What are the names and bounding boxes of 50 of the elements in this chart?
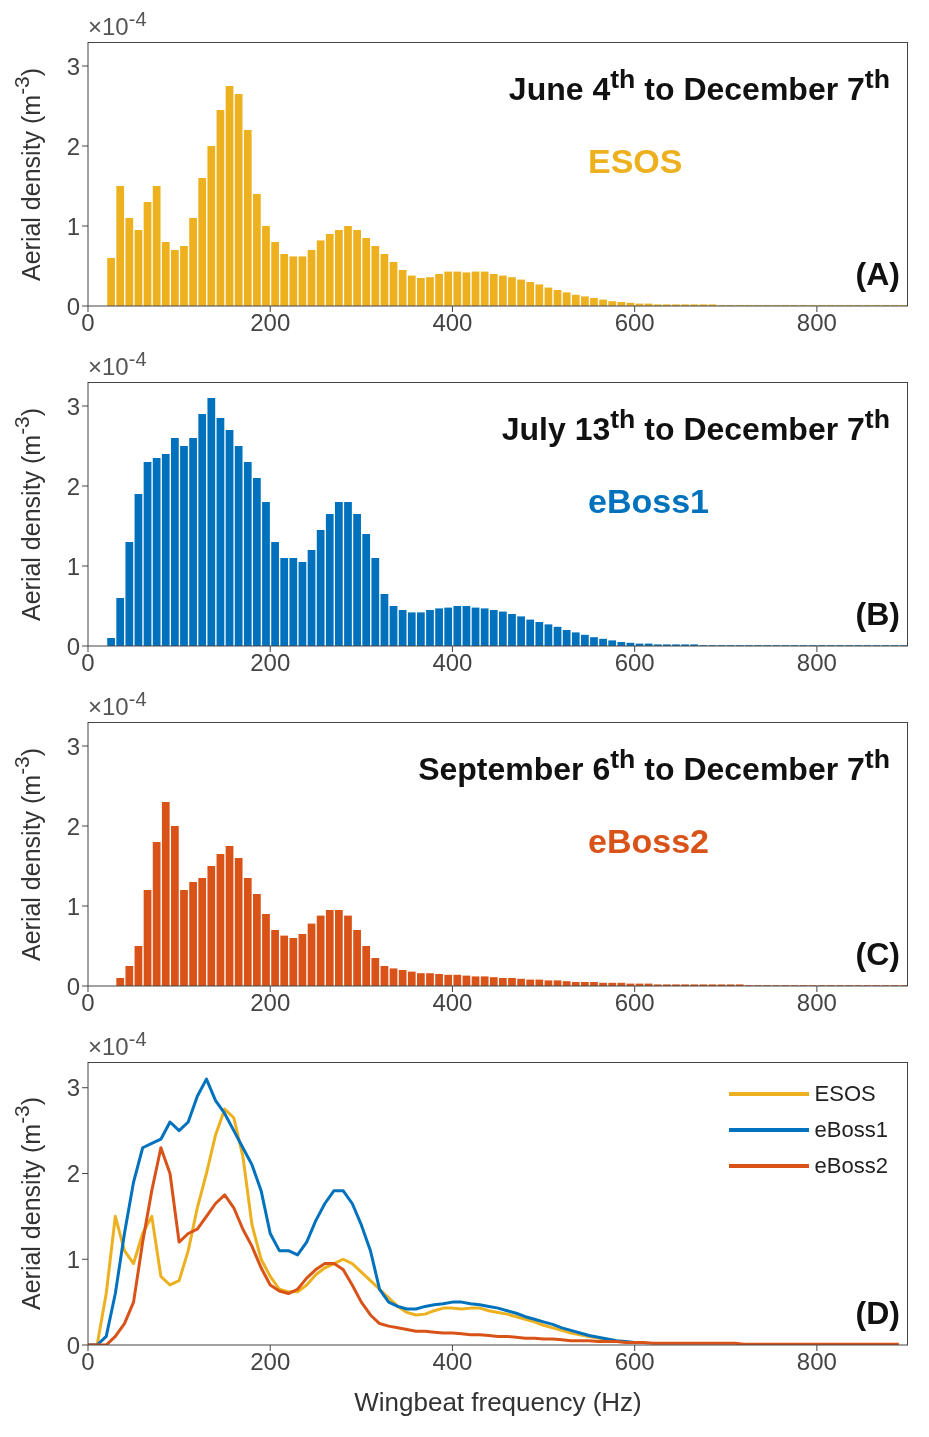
x-tick-label: 400 xyxy=(432,309,473,337)
x-tick-label: 800 xyxy=(796,989,837,1017)
text: eBoss1 xyxy=(588,482,709,521)
x-tick-label: 800 xyxy=(796,649,837,677)
x-tick-label: 400 xyxy=(432,989,473,1017)
x-tick-label: 400 xyxy=(432,1348,473,1376)
y-tick-label: 3 xyxy=(66,732,80,760)
y-tick-label: 1 xyxy=(66,892,80,920)
x-tick-label: 800 xyxy=(796,1348,837,1376)
y-tick-label: 3 xyxy=(66,52,80,80)
legend-label: eBoss1 xyxy=(814,1117,888,1143)
x-tick-label: 400 xyxy=(432,649,473,677)
text: ×10$^{-4}$ xyxy=(88,1028,147,1061)
x-tick-label: 200 xyxy=(250,989,291,1017)
y-tick-label: 3 xyxy=(66,1074,80,1102)
y-tick-label: 0 xyxy=(66,632,80,660)
y-tick-label: 2 xyxy=(66,1160,80,1187)
x-tick-label: 600 xyxy=(614,309,655,337)
y-tick-label: 2 xyxy=(66,132,80,160)
text: ×10$^{-4}$ xyxy=(88,348,147,381)
y-tick-label: 0 xyxy=(66,1331,80,1359)
x-tick-label: 200 xyxy=(250,309,291,337)
text: July 13$^{th}$ to December 7$^{th}$ xyxy=(501,404,890,448)
text: ESOS xyxy=(588,142,683,181)
x-tick-label: 800 xyxy=(796,309,837,337)
text: ×10$^{-4}$ xyxy=(88,8,147,41)
y-tick-label: 2 xyxy=(66,472,80,500)
y-tick-label: 1 xyxy=(66,212,80,240)
y-tick-label: 2 xyxy=(66,812,80,840)
y-tick-label: 0 xyxy=(66,972,80,1000)
y-tick-label: 1 xyxy=(66,1245,80,1273)
text: September 6$^{th}$ to December 7$^{th}$ xyxy=(418,744,890,788)
annotation: (D) xyxy=(855,1295,900,1332)
annotation: (B) xyxy=(855,596,900,633)
legend-label: ESOS xyxy=(814,1081,876,1107)
x-tick-label: 200 xyxy=(250,649,291,677)
text: eBoss2 xyxy=(588,822,709,861)
text: June 4$^{th}$ to December 7$^{th}$ xyxy=(508,64,890,108)
x-tick-label: 600 xyxy=(614,649,655,677)
x-tick-label: 600 xyxy=(614,1348,655,1376)
x-axis-title: Wingbeat frequency (Hz) xyxy=(353,1387,643,1418)
text: ×10$^{-4}$ xyxy=(88,688,147,721)
annotation: (A) xyxy=(855,256,900,293)
x-tick-label: 200 xyxy=(250,1348,291,1376)
y-tick-label: 0 xyxy=(66,292,80,320)
legend-label: eBoss2 xyxy=(814,1153,888,1179)
x-tick-label: 600 xyxy=(614,989,655,1017)
annotation: (C) xyxy=(855,936,900,973)
y-tick-label: 3 xyxy=(66,392,80,420)
y-tick-label: 1 xyxy=(66,552,80,580)
